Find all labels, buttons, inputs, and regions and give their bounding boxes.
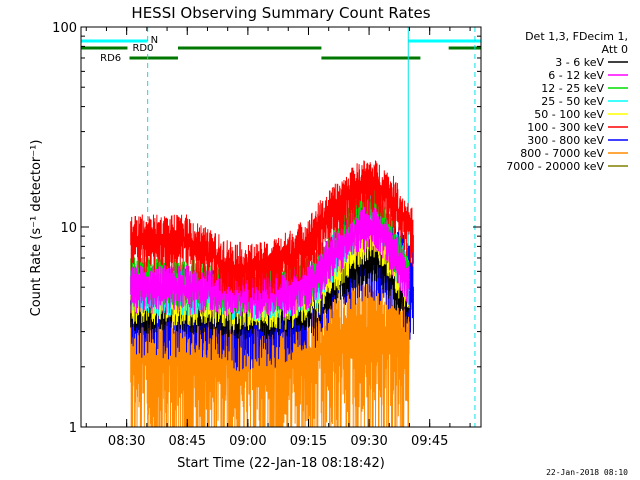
y-tick-label: 1: [69, 421, 77, 436]
x-axis-label: Start Time (22-Jan-18 08:18:42): [177, 456, 385, 471]
y-axis-label: Count Rate (s⁻¹ detector⁻¹): [29, 140, 44, 317]
legend-label: 25 - 50 keV: [541, 95, 604, 108]
legend-label: 300 - 800 keV: [527, 134, 604, 147]
legend-label: 12 - 25 keV: [541, 82, 604, 95]
legend-label: 100 - 300 keV: [527, 121, 604, 134]
series-800-7000-kev: [130, 272, 410, 428]
series-trend: [130, 328, 410, 360]
legend-label: 3 - 6 keV: [555, 56, 604, 69]
x-tick-label: 08:45: [169, 434, 206, 449]
series-line: [130, 200, 410, 320]
legend-label: 800 - 7000 keV: [520, 147, 604, 160]
series-trend: [130, 182, 415, 271]
legend-title: Det 1,3, FDecim 1,: [525, 30, 628, 43]
series-6-12-kev: [130, 200, 411, 320]
series-trend: [130, 222, 411, 294]
band-label: N: [151, 35, 158, 46]
x-tick-label: 08:30: [108, 434, 145, 449]
series-line: [130, 160, 414, 303]
y-tick-label: 10: [60, 221, 77, 236]
series-100-300-kev: [130, 160, 415, 303]
band-label: RD0: [132, 43, 153, 54]
x-tick-label: 09:00: [229, 434, 266, 449]
legend-label: 50 - 100 keV: [534, 108, 604, 121]
x-tick-label: 09:15: [290, 434, 327, 449]
legend-label: 7000 - 20000 keV: [506, 160, 604, 173]
axes: 1 10 100 08:30 08:45 09:00 09:15 09:30 09:45: [52, 21, 482, 449]
footer-date: 22-Jan-2018 08:10: [546, 468, 628, 477]
series-group: [130, 160, 415, 428]
band-label: RD6: [100, 53, 121, 64]
chart-title: HESSI Observing Summary Count Rates: [131, 4, 430, 22]
series-line: [130, 272, 410, 428]
x-tick-label: 09:45: [411, 434, 448, 449]
legend-title: Att 0: [602, 43, 628, 56]
legend-label: 6 - 12 keV: [548, 69, 604, 82]
y-tick-label: 100: [52, 21, 77, 36]
x-tick-label: 09:30: [350, 434, 387, 449]
